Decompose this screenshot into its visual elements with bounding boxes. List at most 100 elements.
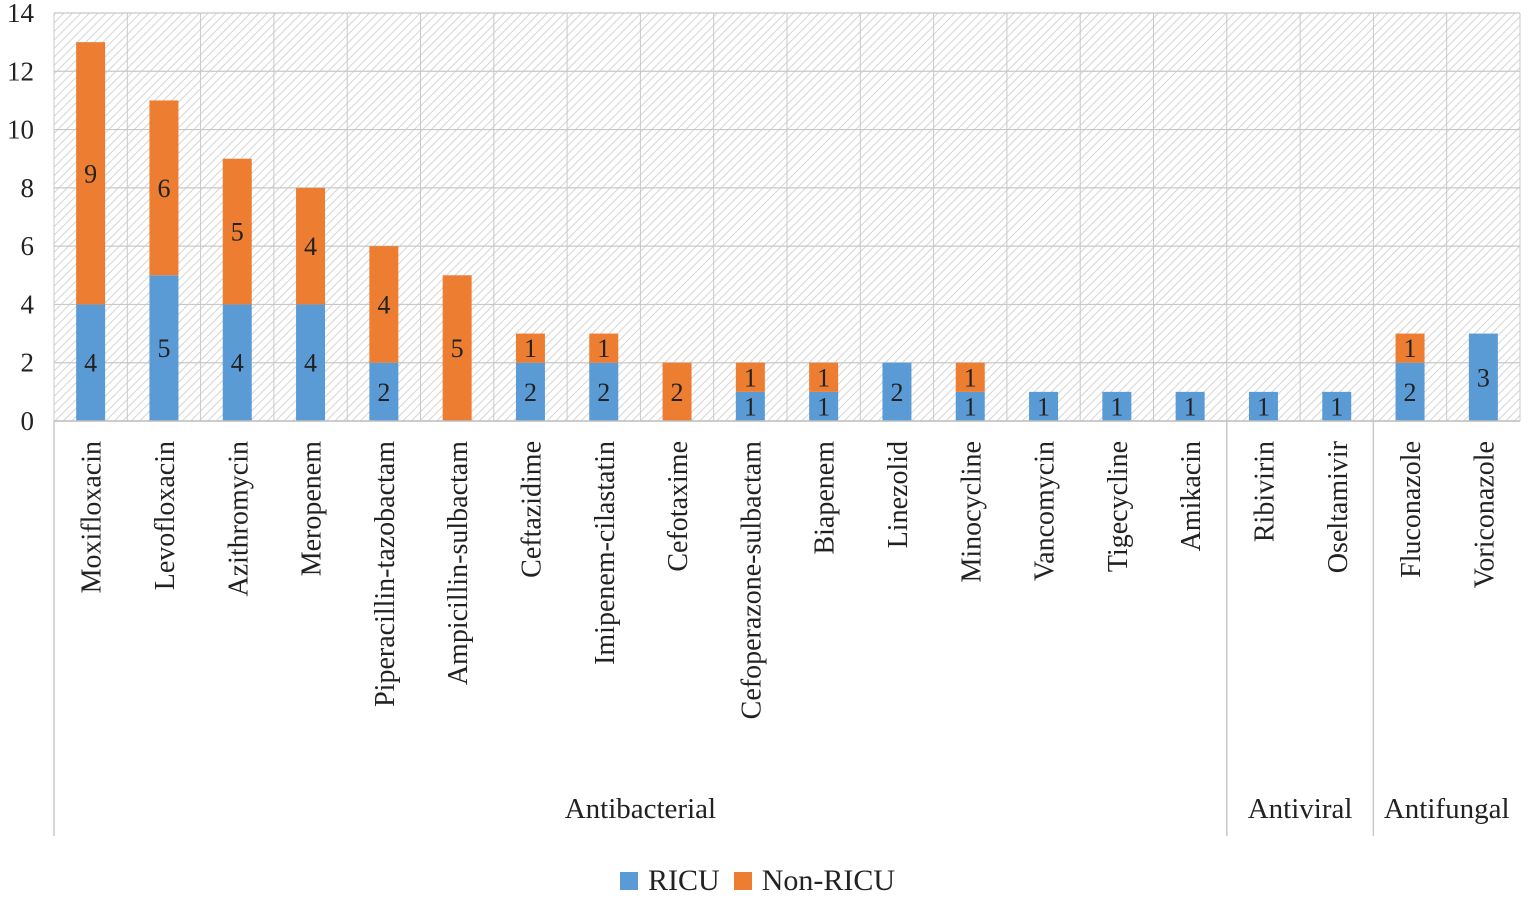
bar-ricu [1395,362,1425,421]
y-tick-label: 8 [21,173,35,203]
legend-swatch-non-ricu [733,872,752,890]
data-label-non-ricu: 5 [451,334,464,363]
x-tick-label: Cefotaxime [663,441,694,572]
group-label: Antiviral [1248,793,1353,825]
data-label-ricu: 2 [1404,378,1417,407]
x-tick-label: Fluconazole [1396,441,1427,578]
legend-item-non-ricu: Non-RICU [733,864,896,898]
x-tick-label: Minocycline [956,441,987,583]
x-tick-label: Piperacillin-tazobactam [370,441,401,707]
bar-non-ricu [296,187,326,305]
data-label-non-ricu: 1 [964,363,977,392]
bar-non-ricu [149,100,179,276]
y-tick-label: 10 [7,115,34,145]
bar-ricu [589,362,619,421]
data-label-non-ricu: 2 [671,378,684,407]
bar-ricu [515,362,545,421]
bar-non-ricu [222,158,252,305]
bar-non-ricu [809,362,839,392]
x-tick-label: Ceftazidime [516,441,547,578]
y-tick-label: 12 [7,56,34,86]
data-label-ricu: 1 [964,392,977,421]
bar-non-ricu [955,362,985,392]
data-label-ricu: 1 [817,392,830,421]
bar-non-ricu [735,362,765,392]
data-label-ricu: 1 [1330,392,1343,421]
bar-non-ricu [76,42,106,305]
bar-ricu [1029,391,1059,421]
x-tick-label: Imipenem-cilastatin [590,441,621,665]
data-label-non-ricu: 6 [157,174,170,203]
data-label-ricu: 4 [84,349,97,378]
gridlines [53,12,1521,422]
legend-label-non-ricu: Non-RICU [761,864,896,897]
data-label-ricu: 5 [157,334,170,363]
bar-ricu [369,362,399,421]
data-label-non-ricu: 5 [231,218,244,247]
data-label-non-ricu: 1 [817,363,830,392]
bar-ricu [1175,391,1205,421]
data-label-ricu: 1 [1184,392,1197,421]
bar-ricu [882,362,912,421]
x-tick-label: Oseltamivir [1323,440,1354,573]
bar-non-ricu [442,275,472,421]
y-tick-label: 0 [21,406,35,436]
group-label: Antibacterial [565,793,716,825]
bar-ricu [1468,333,1498,421]
y-tick-label: 14 [7,0,35,28]
x-tick-label: Azithromycin [223,441,254,597]
legend-swatch-ricu [620,872,638,890]
x-tick-label: Tigecycline [1103,441,1134,572]
data-label-ricu: 2 [890,378,903,407]
data-label-non-ricu: 9 [84,159,97,188]
x-tick-label: Meropenem [297,441,328,577]
x-tick-label: Levofloxacin [150,441,181,590]
data-label-ricu: 1 [744,392,757,421]
data-label-ricu: 2 [377,378,390,407]
data-label-non-ricu: 1 [524,334,537,363]
bar-non-ricu [662,362,692,421]
x-tick-label: Ampicillin-sulbactam [443,441,474,685]
data-label-non-ricu: 1 [1404,334,1417,363]
data-label-ricu: 3 [1477,363,1490,392]
x-tick-label: Vancomycin [1030,441,1061,581]
y-tick-label: 6 [21,231,35,261]
data-label-ricu: 2 [524,378,537,407]
x-tick-label: Amikacin [1176,441,1207,551]
bar-non-ricu [369,246,399,363]
data-label-ricu: 4 [304,349,317,378]
bar-non-ricu [1395,333,1425,363]
bar-ricu [1102,391,1132,421]
x-tick-label: Linezolid [883,441,914,548]
bar-ricu [76,304,106,421]
legend-item-ricu: RICU [620,864,720,898]
data-label-ricu: 2 [597,378,610,407]
bar-ricu [955,391,985,421]
data-label-non-ricu: 1 [597,334,610,363]
bar-ricu [149,275,179,421]
x-tick-label: Moxifloxacin [77,441,108,593]
legend-label-ricu: RICU [648,864,720,897]
bar-ricu [1248,391,1278,421]
data-label-ricu: 1 [1257,392,1270,421]
bar-ricu [296,304,326,421]
data-label-ricu: 1 [1110,392,1123,421]
bar-ricu [735,391,765,421]
group-label: Antifungal [1384,793,1510,825]
data-label-non-ricu: 4 [377,290,390,319]
x-tick-label: Voriconazole [1469,441,1500,588]
x-tick-label: Ribivirin [1249,441,1280,542]
y-tick-label: 4 [21,289,35,319]
data-label-non-ricu: 4 [304,232,317,261]
data-label-ricu: 1 [1037,392,1050,421]
data-label-non-ricu: 1 [744,363,757,392]
data-label-ricu: 4 [231,349,244,378]
bar-non-ricu [589,333,619,363]
x-tick-label: Biapenem [810,441,841,555]
bar-ricu [809,391,839,421]
legend: RICU Non-RICU [620,864,909,898]
y-tick-label: 2 [21,348,35,378]
